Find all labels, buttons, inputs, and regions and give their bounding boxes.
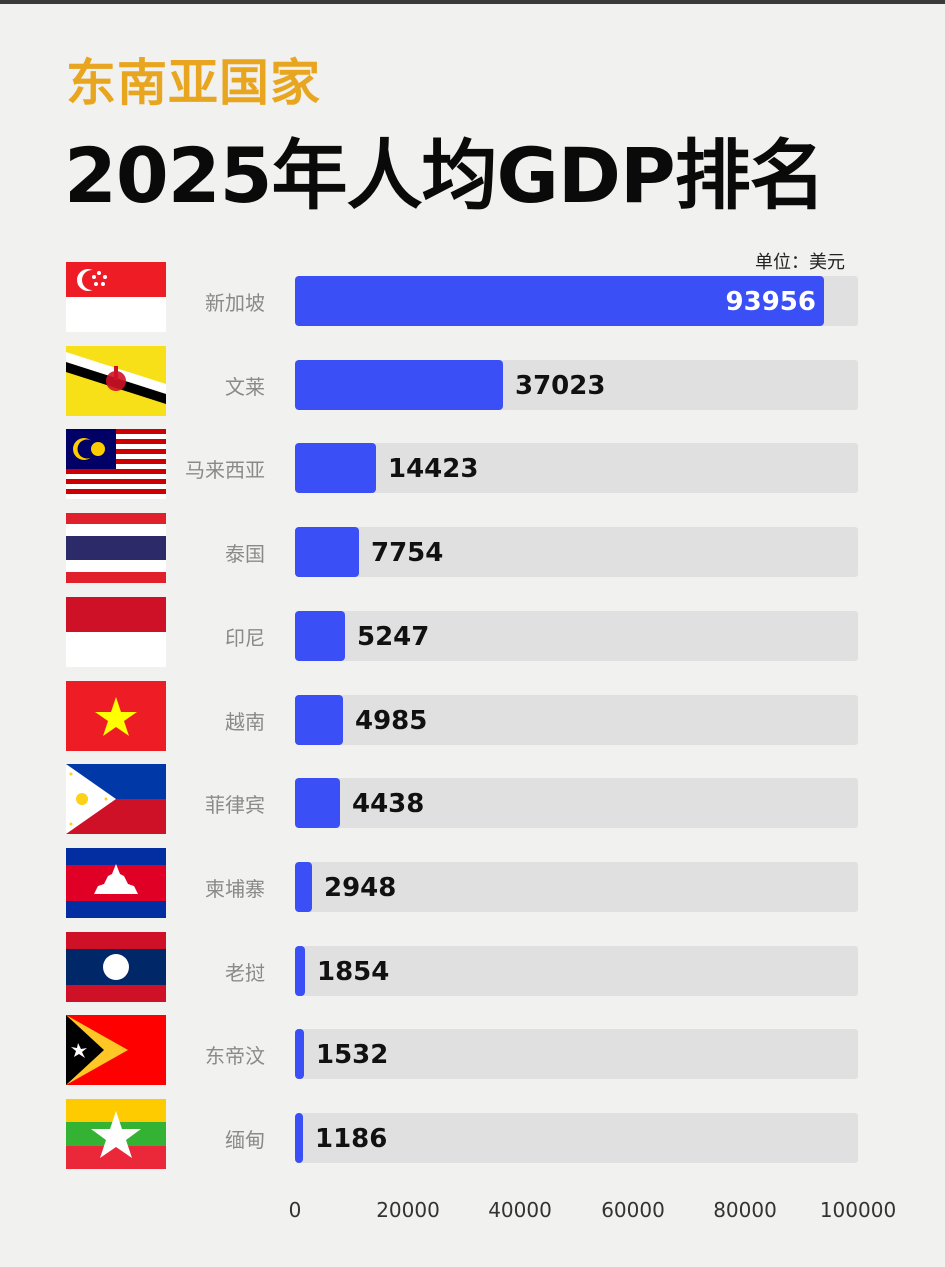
bar: [295, 778, 340, 829]
axis-tick-label: 100000: [819, 1198, 897, 1222]
country-label: 泰国: [225, 542, 265, 567]
country-label: 马来西亚: [185, 458, 265, 483]
bar-row: 文莱 37023: [0, 345, 945, 430]
bar-track: 5247: [295, 610, 858, 661]
brunei-flag: [66, 345, 166, 416]
bar: [295, 861, 312, 912]
value-label: 4985: [355, 705, 428, 736]
country-label: 老挝: [225, 960, 265, 985]
bar-row: 越南 4985: [0, 680, 945, 765]
country-label: 柬埔寨: [205, 876, 265, 901]
bar: [295, 443, 376, 494]
bar-row: 泰国 7754: [0, 513, 945, 597]
value-label: 5247: [357, 621, 430, 652]
unit-label: 单位：美元: [755, 252, 845, 273]
bar-track: 93956: [295, 276, 858, 326]
top-border: [0, 0, 945, 4]
bar-row: 缅甸 1186: [0, 1099, 945, 1183]
chart-subtitle: 东南亚国家: [66, 54, 321, 112]
bar-row: 马来西亚 14423: [0, 429, 945, 513]
singapore-flag: [66, 262, 166, 332]
indonesia-flag: [66, 596, 166, 667]
value-label: 1532: [316, 1040, 389, 1071]
axis-tick-label: 60000: [601, 1198, 665, 1222]
timor-leste-flag: [66, 1015, 166, 1086]
bar: [295, 276, 824, 326]
country-label: 菲律宾: [205, 793, 265, 818]
cambodia-flag: [66, 847, 166, 918]
country-label: 印尼: [225, 625, 265, 650]
value-label: 14423: [388, 454, 479, 485]
value-label: 4438: [352, 789, 425, 820]
bar-row: 柬埔寨 2948: [0, 847, 945, 932]
malaysia-flag: [66, 429, 166, 500]
value-label: 93956: [725, 287, 816, 317]
vietnam-flag: [66, 680, 166, 751]
value-label: 1186: [315, 1124, 388, 1154]
bar: [295, 1029, 304, 1080]
bar-row: 菲律宾 4438: [0, 764, 945, 848]
bar-track: 1854: [295, 945, 858, 996]
bar-track: 1186: [295, 1113, 858, 1163]
bar-row: 老挝 1854: [0, 931, 945, 1016]
country-label: 东帝汶: [205, 1044, 265, 1069]
bar-track: 37023: [295, 359, 858, 410]
laos-flag: [66, 931, 166, 1002]
bar-row: 新加坡 93956: [0, 262, 945, 346]
bar-row: 印尼 5247: [0, 596, 945, 681]
bar-track: 7754: [295, 527, 858, 578]
bar: [295, 359, 503, 410]
bar: [295, 945, 305, 996]
axis-tick-label: 40000: [488, 1198, 552, 1222]
axis-tick-label: 0: [288, 1198, 302, 1222]
philippines-flag: [66, 764, 166, 835]
axis-tick-label: 20000: [376, 1198, 440, 1222]
value-label: 2948: [324, 872, 397, 903]
country-label: 文莱: [225, 374, 265, 399]
value-label: 37023: [515, 370, 606, 401]
bar-row: 东帝汶 1532: [0, 1015, 945, 1099]
bar: [295, 694, 343, 745]
bar: [295, 610, 345, 661]
bar: [295, 527, 359, 578]
bar-track: 1532: [295, 1029, 858, 1080]
myanmar-flag: [66, 1099, 166, 1169]
value-label: 1854: [317, 956, 390, 987]
bar-track: 14423: [295, 443, 858, 494]
bar: [295, 1113, 303, 1163]
country-label: 新加坡: [205, 291, 265, 315]
value-label: 7754: [371, 538, 444, 569]
thailand-flag: [66, 513, 166, 584]
country-label: 缅甸: [225, 1128, 265, 1152]
bar-track: 4438: [295, 778, 858, 829]
bar-track: 2948: [295, 861, 858, 912]
axis-tick-label: 80000: [713, 1198, 777, 1222]
chart-title: 2025年人均GDP排名: [64, 131, 826, 220]
country-label: 越南: [225, 709, 265, 734]
bar-track: 4985: [295, 694, 858, 745]
